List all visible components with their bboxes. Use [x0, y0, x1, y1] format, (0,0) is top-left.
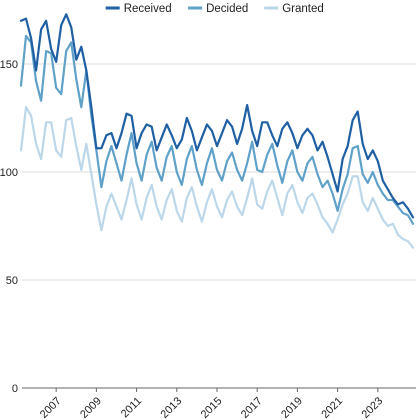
x-tick-label-2007: 2007: [38, 395, 64, 420]
legend-label-received: Received: [124, 3, 172, 15]
x-axis-ticks: 2007 2009 2011 2013 2015 2017 2019 2021 2023: [38, 388, 385, 420]
x-tick-label-2015: 2015: [199, 395, 225, 420]
x-tick-label-2013: 2013: [159, 395, 185, 420]
x-tick-label-2011: 2011: [119, 395, 144, 420]
y-tick-label-0: 0: [12, 383, 18, 395]
series-lines: [19, 13, 415, 249]
series-line-received: [19, 13, 415, 219]
legend-label-decided: Decided: [206, 3, 248, 15]
series-line-granted: [19, 106, 415, 249]
y-tick-label-100: 100: [0, 167, 18, 179]
x-tick-label-2009: 2009: [78, 395, 104, 420]
legend-label-granted: Granted: [282, 3, 324, 15]
x-tick-label-2019: 2019: [279, 395, 305, 420]
y-tick-label-50: 50: [6, 275, 18, 287]
y-tick-label-150: 150: [0, 59, 18, 71]
x-tick-label-2017: 2017: [239, 395, 265, 420]
legend: Received Decided Granted: [105, 3, 324, 15]
x-tick-label-2023: 2023: [360, 395, 386, 420]
x-tick-label-2021: 2021: [319, 395, 345, 420]
y-axis-ticks: 0 50 100 150: [0, 59, 18, 395]
